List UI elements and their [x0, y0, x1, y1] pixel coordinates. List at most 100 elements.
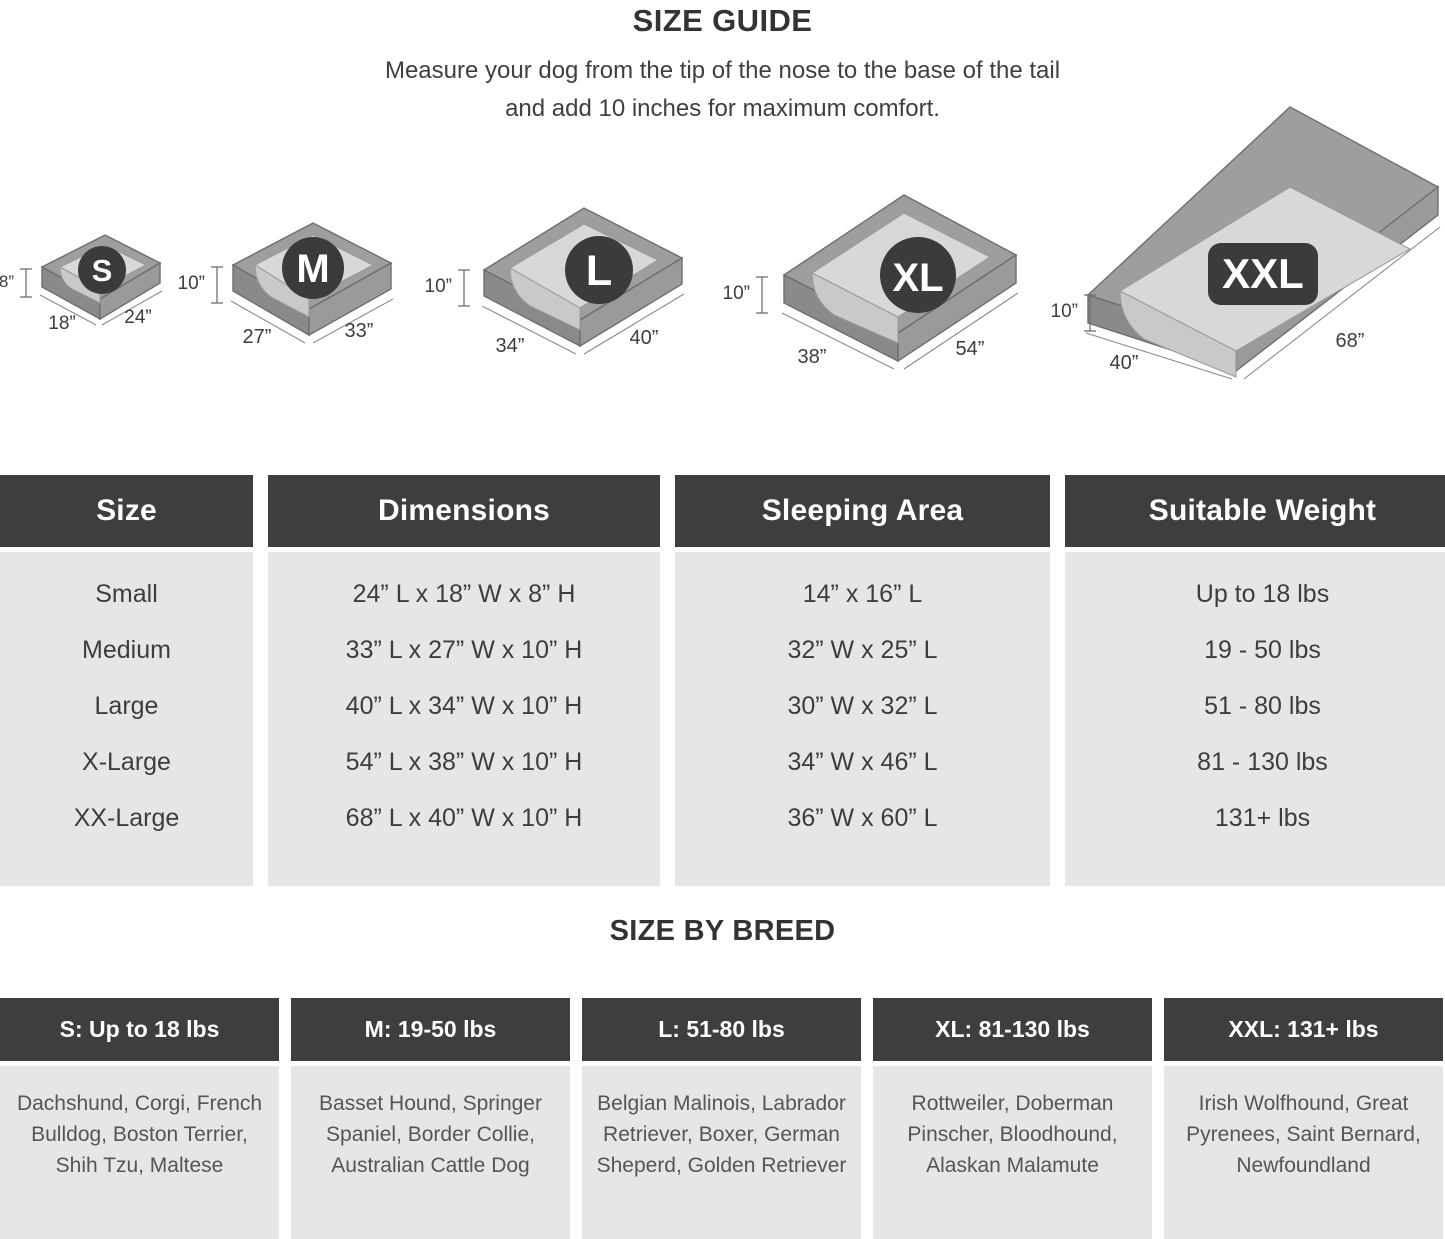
table-cell: Small	[95, 579, 158, 608]
breed-column-gap	[570, 998, 582, 1239]
column-sleeping-area: 14” x 16” L 32” W x 25” L 30” W x 32” L …	[675, 552, 1050, 886]
size-badge-label-xl: XL	[892, 256, 943, 300]
breed-column-xl: XL: 81-130 lbs Rottweiler, Doberman Pins…	[873, 998, 1152, 1239]
breed-list-xxl: Irish Wolfhound, Great Pyrenees, Saint B…	[1164, 1066, 1443, 1239]
length-label-s: 24”	[124, 307, 151, 328]
table-cell: 24” L x 18” W x 8” H	[352, 579, 576, 608]
table-cell: 54” L x 38” W x 10” H	[345, 747, 583, 776]
breed-section-title: SIZE BY BREED	[609, 915, 836, 947]
height-dimension-s	[20, 268, 32, 298]
table-cell: 68” L x 40” W x 10” H	[345, 803, 583, 832]
table-cell: 30” W x 32” L	[787, 691, 938, 720]
table-cell: 34” W x 46” L	[787, 747, 938, 776]
height-label-xl: 10”	[723, 283, 750, 304]
size-badge-label-xxl: XXL	[1222, 250, 1304, 297]
breed-header-m: M: 19-50 lbs	[291, 998, 570, 1061]
width-label-m: 27”	[243, 326, 272, 348]
header-gap	[253, 475, 268, 547]
table-cell: 51 - 80 lbs	[1204, 691, 1321, 720]
length-dimension-s	[101, 290, 163, 326]
table-cell: 36” W x 60” L	[787, 803, 938, 832]
size-table-header-row: Size Dimensions Sleeping Area Suitable W…	[0, 475, 1445, 547]
width-dimension-xxl	[1085, 332, 1233, 380]
length-label-m: 33”	[345, 320, 374, 342]
length-dimension-l	[583, 293, 685, 355]
table-cell: 131+ lbs	[1214, 803, 1311, 832]
column-size: Small Medium Large X-Large XX-Large	[0, 552, 253, 886]
table-cell: XX-Large	[73, 803, 180, 832]
breed-column-xxl: XXL: 131+ lbs Irish Wolfhound, Great Pyr…	[1164, 998, 1443, 1239]
column-gap	[660, 552, 675, 886]
bed-illustration-l: L 10” 34” 40”	[425, 182, 722, 362]
size-table: Size Dimensions Sleeping Area Suitable W…	[0, 475, 1445, 886]
breed-column-m: M: 19-50 lbs Basset Hound, Springer Span…	[291, 998, 570, 1239]
width-label-xxl: 40”	[1110, 352, 1139, 374]
height-label-l: 10”	[425, 276, 452, 297]
width-dimension-m	[230, 300, 306, 344]
bed-illustration-xl: XL 10” 38” 54”	[723, 165, 1048, 370]
size-badge-circle-l	[565, 236, 633, 304]
bed-illustration-s: S 8” 18” 24”	[0, 225, 180, 355]
length-label-l: 40”	[630, 327, 659, 349]
height-label-m: 10”	[178, 273, 205, 294]
size-table-body: Small Medium Large X-Large XX-Large 24” …	[0, 552, 1445, 886]
height-dimension-xxl	[1084, 294, 1096, 332]
bed-illustration-m: M 10” 27” 33”	[178, 205, 425, 360]
breed-column-gap	[1152, 998, 1164, 1239]
table-cell: 33” L x 27” W x 10” H	[345, 635, 583, 664]
height-dimension-m	[211, 266, 223, 304]
length-label-xl: 54”	[956, 338, 985, 360]
breed-column-gap	[861, 998, 873, 1239]
breed-column-l: L: 51-80 lbs Belgian Malinois, Labrador …	[582, 998, 861, 1239]
breed-header-l: L: 51-80 lbs	[582, 998, 861, 1061]
size-badge-label-l: L	[586, 247, 612, 295]
column-header-sleeping-area: Sleeping Area	[675, 475, 1050, 547]
height-label-s: 8”	[0, 272, 14, 291]
width-dimension-s	[39, 294, 97, 326]
column-header-dimensions: Dimensions	[268, 475, 660, 547]
height-dimension-l	[458, 269, 470, 307]
size-badge-circle-xl	[880, 237, 956, 313]
width-dimension-l	[481, 305, 577, 355]
table-cell: X-Large	[82, 747, 171, 776]
breed-header-s: S: Up to 18 lbs	[0, 998, 279, 1061]
width-label-s: 18”	[48, 313, 75, 334]
header-gap	[1050, 475, 1065, 547]
column-dimensions: 24” L x 18” W x 8” H 33” L x 27” W x 10”…	[268, 552, 660, 886]
size-badge-label-s: S	[92, 253, 113, 288]
column-gap	[1050, 552, 1065, 886]
table-cell: 14” x 16” L	[802, 579, 923, 608]
page-title: SIZE GUIDE	[632, 3, 813, 38]
subtitle-line-2: and add 10 inches for maximum comfort.	[505, 95, 940, 122]
table-cell: Up to 18 lbs	[1195, 579, 1330, 608]
subtitle-line-1: Measure your dog from the tip of the nos…	[384, 57, 1061, 84]
column-suitable-weight: Up to 18 lbs 19 - 50 lbs 51 - 80 lbs 81 …	[1065, 552, 1445, 886]
height-dimension-xl	[756, 276, 768, 314]
length-dimension-m	[312, 298, 394, 344]
bed-illustration-row: S 8” 18” 24”	[0, 106, 1445, 410]
page-header: SIZE GUIDE Measure your dog from the tip…	[0, 0, 1445, 128]
size-badge-circle-m	[282, 237, 344, 299]
breed-section: S: Up to 18 lbs Dachshund, Corgi, French…	[0, 998, 1445, 1239]
size-badge-circle-s	[78, 246, 126, 294]
column-header-suitable-weight: Suitable Weight	[1065, 475, 1445, 547]
width-dimension-xl	[781, 312, 895, 370]
table-cell: Medium	[82, 635, 171, 664]
breed-column-gap	[279, 998, 291, 1239]
bed-body-xxl	[1086, 106, 1440, 378]
size-badge-rect-xxl	[1208, 243, 1318, 305]
breed-header-xl: XL: 81-130 lbs	[873, 998, 1152, 1061]
length-dimension-xxl	[1243, 226, 1441, 380]
height-label-xxl: 10”	[1051, 301, 1078, 322]
table-cell: 81 - 130 lbs	[1197, 747, 1328, 776]
table-cell: Large	[94, 691, 159, 720]
column-gap	[253, 552, 268, 886]
breed-header-xxl: XXL: 131+ lbs	[1164, 998, 1443, 1061]
page-subtitle: Measure your dog from the tip of the nos…	[0, 40, 1445, 128]
breed-list-s: Dachshund, Corgi, French Bulldog, Boston…	[0, 1066, 279, 1239]
breed-list-xl: Rottweiler, Doberman Pinscher, Bloodhoun…	[873, 1066, 1152, 1239]
size-badge-label-m: M	[296, 247, 329, 291]
bed-illustration-xxl: XXL 10” 40” 68”	[1051, 106, 1445, 380]
table-cell: 19 - 50 lbs	[1204, 635, 1321, 664]
breed-list-m: Basset Hound, Springer Spaniel, Border C…	[291, 1066, 570, 1239]
